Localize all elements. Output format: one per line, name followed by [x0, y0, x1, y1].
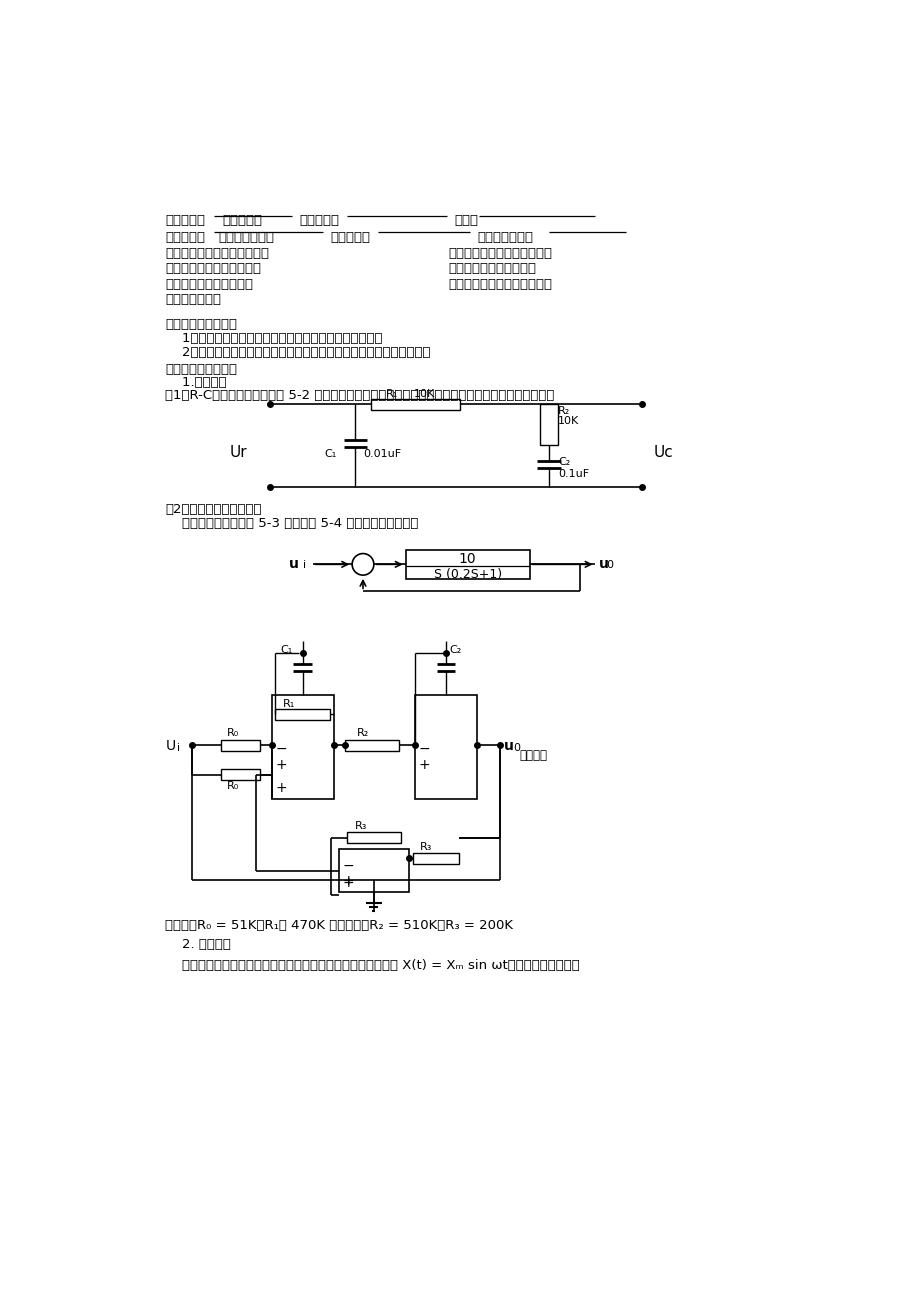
- Text: 同组学生姓名：: 同组学生姓名：: [477, 230, 533, 243]
- Text: 五、实验数据记录和处理: 五、实验数据记录和处理: [165, 277, 253, 290]
- Text: 取参考值R₀ = 51K，R₁接 470K 的电位器，R₂ = 510K，R₃ = 200K: 取参考值R₀ = 51K，R₁接 470K 的电位器，R₂ = 510K，R₃ …: [165, 918, 513, 931]
- Text: R₁: R₁: [386, 389, 398, 398]
- Text: 1.实验内容: 1.实验内容: [165, 376, 227, 389]
- Circle shape: [352, 553, 373, 575]
- Text: R₃: R₃: [354, 820, 367, 831]
- Bar: [539, 404, 557, 445]
- Text: i: i: [176, 743, 180, 753]
- Text: +: +: [418, 758, 430, 772]
- Text: −: −: [418, 742, 430, 756]
- Text: 10: 10: [459, 552, 476, 566]
- Text: −: −: [343, 858, 354, 872]
- Text: u: u: [504, 740, 514, 753]
- Bar: [338, 849, 408, 892]
- Text: Uc: Uc: [652, 445, 673, 460]
- Text: R₁: R₁: [283, 699, 295, 710]
- Text: 频率特性的测量: 频率特性的测量: [218, 230, 274, 243]
- Bar: [414, 695, 476, 799]
- Text: 对于稳定的线性定常系统或环节，当其输入端加入一正弦信号 X(t) = Xₘ sin ωt，它的稳态输出是一: 对于稳定的线性定常系统或环节，当其输入端加入一正弦信号 X(t) = Xₘ si…: [165, 958, 580, 971]
- Text: 一、实验目的和要求: 一、实验目的和要求: [165, 318, 237, 331]
- Text: 成绩：: 成绩：: [454, 214, 478, 227]
- Bar: [221, 740, 260, 751]
- Text: 2．根据所测得的频率特性，作出伯德图，据此求得环节的传递函数。: 2．根据所测得的频率特性，作出伯德图，据此求得环节的传递函数。: [165, 346, 430, 359]
- Text: C₂: C₂: [449, 646, 461, 655]
- Text: 指导老师：: 指导老师：: [299, 214, 339, 227]
- Text: C₁: C₁: [323, 449, 336, 458]
- Text: S (0.2S+1): S (0.2S+1): [433, 568, 501, 581]
- Text: R₀: R₀: [227, 728, 239, 738]
- Text: 六、实验结果与分析（必填）: 六、实验结果与分析（必填）: [448, 277, 551, 290]
- Text: u: u: [598, 557, 608, 570]
- Bar: [271, 695, 334, 799]
- Text: +: +: [343, 874, 354, 888]
- Text: +: +: [275, 781, 287, 794]
- Bar: [221, 769, 260, 780]
- Bar: [346, 832, 401, 844]
- Text: （2）闭环频率特性的测试: （2）闭环频率特性的测试: [165, 503, 262, 516]
- Text: 10K: 10K: [558, 417, 579, 427]
- Text: 0: 0: [606, 560, 613, 570]
- Text: 实验类型：: 实验类型：: [330, 230, 370, 243]
- Text: 10K: 10K: [413, 389, 434, 398]
- Text: 二、实验内容和原理（必填）: 二、实验内容和原理（必填）: [448, 247, 551, 260]
- Bar: [405, 549, 529, 579]
- Text: U: U: [165, 740, 176, 753]
- Text: 0: 0: [513, 743, 520, 753]
- Text: R₀: R₀: [227, 781, 239, 790]
- Text: 控制理论乙: 控制理论乙: [221, 214, 262, 227]
- Text: 1．掌握用李沙育图形法，测量各典型环节的频率特性；: 1．掌握用李沙育图形法，测量各典型环节的频率特性；: [165, 332, 382, 345]
- Text: 七、讨论、心得: 七、讨论、心得: [165, 293, 221, 306]
- Text: 2. 实验原理: 2. 实验原理: [165, 937, 231, 950]
- Text: 一、实验目的和要求（必填）: 一、实验目的和要求（必填）: [165, 247, 269, 260]
- Text: R₂: R₂: [558, 406, 570, 415]
- Text: 三、主要仪器设备（必填）: 三、主要仪器设备（必填）: [165, 263, 261, 276]
- Text: 四、操作方法和实验步骤: 四、操作方法和实验步骤: [448, 263, 536, 276]
- Text: 接示波器: 接示波器: [519, 749, 547, 762]
- Text: +: +: [343, 876, 354, 891]
- Text: 0.01uF: 0.01uF: [363, 449, 401, 458]
- Text: +: +: [275, 758, 287, 772]
- Text: （1）R-C网络的频率特性。图 5-2 为滞后一超前校正网络的接线图，分别测试其幅频特性和相频特性。: （1）R-C网络的频率特性。图 5-2 为滞后一超前校正网络的接线图，分别测试其…: [165, 389, 554, 402]
- Text: 0.1uF: 0.1uF: [558, 469, 589, 479]
- Text: i: i: [303, 560, 306, 570]
- Text: R₂: R₂: [357, 728, 369, 738]
- Bar: [275, 710, 329, 720]
- Text: u: u: [289, 557, 299, 570]
- Text: −: −: [275, 742, 287, 756]
- Bar: [345, 740, 399, 751]
- Text: C₂: C₂: [558, 457, 570, 467]
- Text: C₁: C₁: [280, 646, 293, 655]
- Text: Ur: Ur: [230, 445, 247, 460]
- Text: 课程名称：: 课程名称：: [165, 214, 205, 227]
- Bar: [412, 853, 459, 863]
- Text: 实验名称：: 实验名称：: [165, 230, 205, 243]
- Text: R₃: R₃: [420, 841, 432, 852]
- Bar: [370, 398, 460, 410]
- Text: 被测的二阶系统如图 5-3 所示，图 5-4 为它的模拟电路图。: 被测的二阶系统如图 5-3 所示，图 5-4 为它的模拟电路图。: [165, 517, 418, 530]
- Text: 二、实验内容和原理: 二、实验内容和原理: [165, 362, 237, 375]
